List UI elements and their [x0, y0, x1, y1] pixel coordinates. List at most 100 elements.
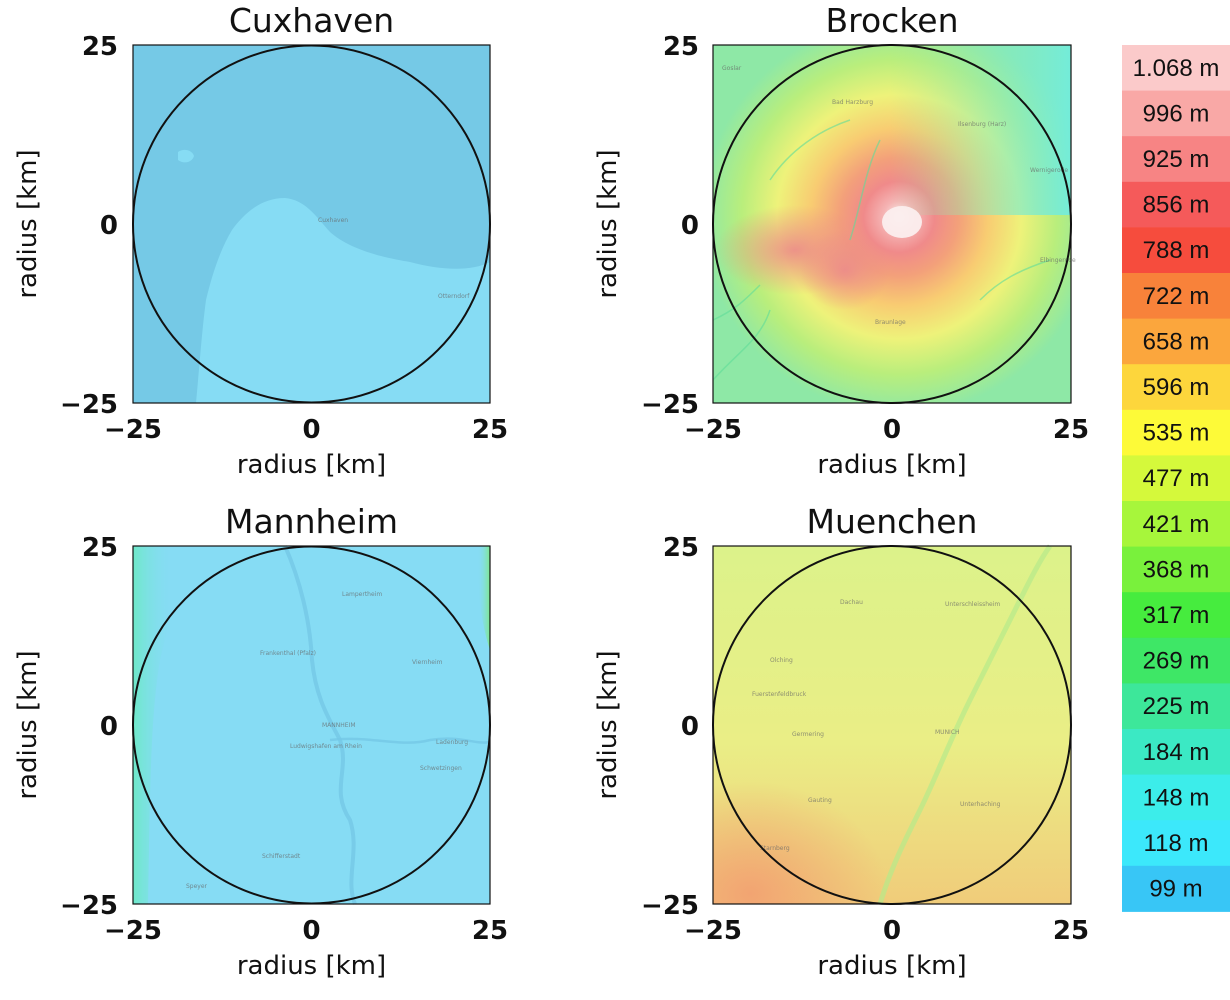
- legend-label: 99 m: [1149, 876, 1202, 903]
- legend-label: 722 m: [1143, 283, 1210, 310]
- svg-text:Starnberg: Starnberg: [760, 845, 790, 852]
- cuxhaven-xtick-right: 25: [472, 415, 508, 445]
- legend-label: 317 m: [1143, 602, 1210, 629]
- brocken-plot-frame: [712, 44, 1072, 404]
- muenchen-ytick-top: 25: [663, 533, 699, 563]
- svg-text:Unterhaching: Unterhaching: [960, 801, 1001, 808]
- brocken-xlabel: radius [km]: [817, 450, 966, 480]
- legend-label: 996 m: [1143, 100, 1210, 127]
- muenchen-plot-frame: [712, 545, 1072, 905]
- svg-text:Lampertheim: Lampertheim: [342, 591, 382, 598]
- brocken-map-valleys: [712, 119, 1051, 381]
- muenchen-title: Muenchen: [807, 502, 978, 541]
- panel-muenchen: Dachau Unterschleissheim Olching Fuerste…: [593, 502, 1089, 981]
- muenchen-xtick-mid: 0: [883, 916, 901, 946]
- mannheim-xtick-right: 25: [472, 916, 508, 946]
- svg-text:Ladenburg: Ladenburg: [436, 739, 468, 746]
- brocken-map-lowland-ne: [890, 45, 1071, 215]
- svg-text:Ludwigshafen am Rhein: Ludwigshafen am Rhein: [290, 743, 362, 750]
- panel-brocken: Goslar Bad Harzburg Ilsenburg (Harz) Wer…: [593, 1, 1089, 480]
- legend-label: 225 m: [1143, 693, 1210, 720]
- muenchen-xlabel: radius [km]: [817, 951, 966, 981]
- muenchen-xtick-left: −25: [684, 916, 742, 946]
- muenchen-map-isar: [877, 544, 1053, 905]
- legend-label: 1.068 m: [1133, 55, 1220, 82]
- legend-label: 535 m: [1143, 420, 1210, 447]
- legend-label: 148 m: [1143, 784, 1210, 811]
- legend-label: 118 m: [1144, 830, 1209, 857]
- legend-swatch: [1122, 729, 1230, 776]
- mannheim-ytick-mid: 0: [100, 712, 118, 742]
- mannheim-map-base: [133, 546, 490, 904]
- brocken-ylabel: radius [km]: [593, 149, 623, 298]
- legend-swatch: [1122, 820, 1230, 867]
- cuxhaven-ytick-mid: 0: [100, 211, 118, 241]
- svg-text:Gauting: Gauting: [808, 797, 832, 804]
- svg-text:Wernigerode: Wernigerode: [1030, 167, 1068, 174]
- svg-text:Goslar: Goslar: [722, 65, 742, 72]
- mannheim-title: Mannheim: [225, 502, 398, 541]
- svg-text:Fuerstenfeldbruck: Fuerstenfeldbruck: [752, 691, 807, 698]
- cuxhaven-map-sea: [133, 45, 490, 403]
- mannheim-ytick-top: 25: [82, 533, 118, 563]
- muenchen-ytick-mid: 0: [681, 712, 699, 742]
- brocken-map-ridge-center: [800, 230, 890, 310]
- cuxhaven-ytick-top: 25: [82, 32, 118, 62]
- cuxhaven-ytick-bottom: −25: [60, 390, 118, 420]
- cuxhaven-plot-frame: [132, 44, 491, 404]
- svg-text:Bad Harzburg: Bad Harzburg: [832, 99, 873, 106]
- legend-label: 368 m: [1143, 556, 1210, 583]
- svg-text:Frankenthal (Pfalz): Frankenthal (Pfalz): [260, 650, 316, 657]
- legend-swatch: [1122, 683, 1230, 730]
- brocken-xtick-left: −25: [684, 415, 742, 445]
- legend-swatch: [1122, 774, 1230, 821]
- mannheim-xtick-left: −25: [104, 916, 162, 946]
- svg-text:Dachau: Dachau: [840, 599, 863, 606]
- brocken-ytick-mid: 0: [681, 211, 699, 241]
- legend-swatch: [1122, 364, 1230, 411]
- mannheim-ylabel: radius [km]: [13, 650, 43, 799]
- svg-text:MUNICH: MUNICH: [935, 729, 960, 736]
- brocken-map-peak: [882, 206, 922, 238]
- legend-swatch: [1122, 90, 1230, 137]
- mannheim-plot-frame: [132, 545, 491, 905]
- legend-label: 184 m: [1143, 739, 1210, 766]
- legend-swatch: [1122, 865, 1230, 912]
- legend-swatch: [1122, 45, 1230, 92]
- svg-text:Ilsenburg (Harz): Ilsenburg (Harz): [958, 121, 1006, 128]
- legend-swatch: [1122, 136, 1230, 183]
- legend-label: 788 m: [1143, 237, 1210, 264]
- svg-text:Olching: Olching: [770, 657, 793, 664]
- svg-text:Speyer: Speyer: [186, 883, 208, 890]
- legend-swatch: [1122, 181, 1230, 228]
- legend-label: 269 m: [1143, 648, 1210, 675]
- cuxhaven-xlabel: radius [km]: [237, 450, 386, 480]
- legend-label: 856 m: [1143, 192, 1210, 219]
- legend-swatch: [1122, 592, 1230, 639]
- svg-text:Unterschleissheim: Unterschleissheim: [945, 601, 1000, 608]
- mannheim-map-west-hills: [133, 546, 175, 904]
- legend-label: 477 m: [1143, 465, 1210, 492]
- legend-swatch: [1122, 455, 1230, 502]
- svg-text:Schifferstadt: Schifferstadt: [262, 853, 301, 860]
- brocken-ytick-top: 25: [663, 32, 699, 62]
- mannheim-xtick-mid: 0: [302, 916, 320, 946]
- brocken-ytick-bottom: −25: [641, 390, 699, 420]
- legend-swatch: [1122, 227, 1230, 274]
- svg-text:Elbingerode: Elbingerode: [1040, 257, 1076, 264]
- cuxhaven-xtick-mid: 0: [302, 415, 320, 445]
- svg-text:Braunlage: Braunlage: [875, 319, 906, 326]
- legend-swatch: [1122, 273, 1230, 320]
- mannheim-xlabel: radius [km]: [237, 951, 386, 981]
- svg-text:Germering: Germering: [792, 731, 824, 738]
- brocken-xtick-right: 25: [1053, 415, 1089, 445]
- legend-label: 658 m: [1143, 328, 1210, 355]
- legend-swatch: [1122, 409, 1230, 456]
- muenchen-ytick-bottom: −25: [641, 891, 699, 921]
- mannheim-ytick-bottom: −25: [60, 891, 118, 921]
- elevation-legend: 1.068 m 996 m 925 m 856 m 788 m 722 m 658 m 596…: [1122, 45, 1230, 912]
- legend-swatch: [1122, 546, 1230, 593]
- cuxhaven-title: Cuxhaven: [229, 1, 394, 40]
- svg-text:Cuxhaven: Cuxhaven: [318, 217, 348, 224]
